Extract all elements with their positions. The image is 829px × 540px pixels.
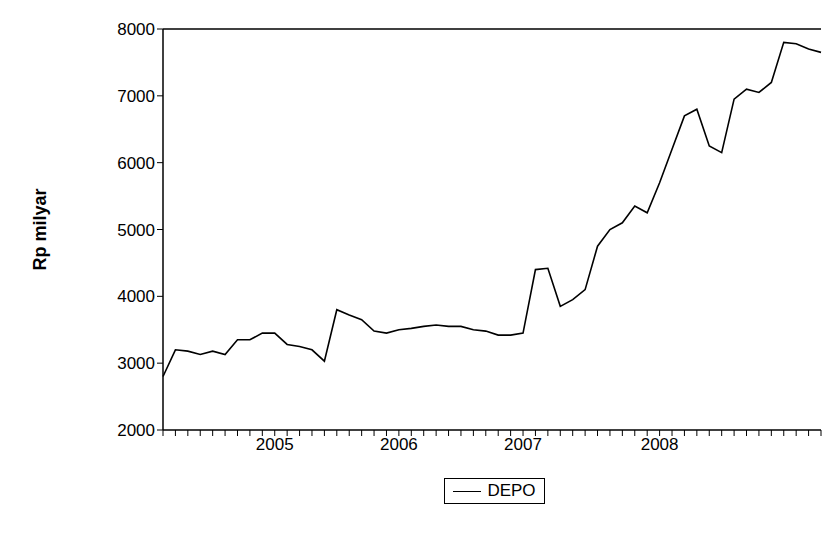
svg-text:5000: 5000 (117, 221, 155, 240)
svg-text:6000: 6000 (117, 154, 155, 173)
svg-text:Rp milyar: Rp milyar (30, 188, 50, 270)
svg-text:7000: 7000 (117, 87, 155, 106)
svg-text:2000: 2000 (117, 421, 155, 440)
svg-text:2008: 2008 (641, 435, 679, 454)
svg-text:4000: 4000 (117, 287, 155, 306)
svg-text:2005: 2005 (256, 435, 294, 454)
svg-text:3000: 3000 (117, 354, 155, 373)
svg-text:2007: 2007 (504, 435, 542, 454)
svg-text:8000: 8000 (117, 20, 155, 39)
svg-text:2006: 2006 (380, 435, 418, 454)
html-text:DEPO: DEPO (487, 481, 536, 500)
